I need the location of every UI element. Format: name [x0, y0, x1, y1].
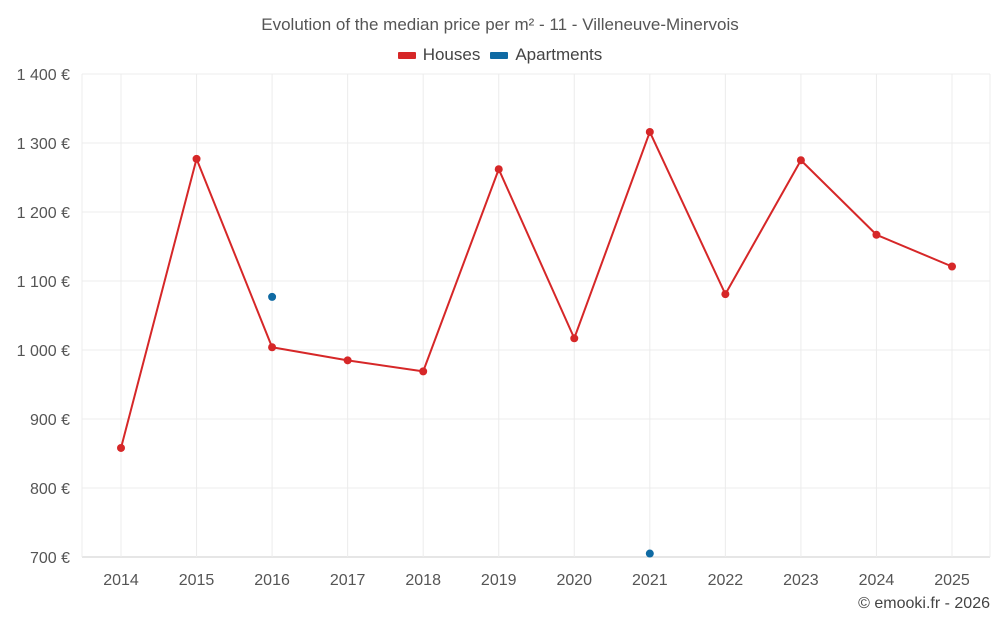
y-tick-label: 1 200 € — [17, 205, 70, 222]
y-tick-label: 700 € — [30, 550, 70, 567]
x-tick-label: 2016 — [254, 572, 290, 589]
houses-series-line — [120, 130, 953, 449]
houses-point — [343, 356, 352, 365]
x-tick-label: 2025 — [934, 572, 970, 589]
x-tick-label: 2017 — [330, 572, 366, 589]
apartments-swatch — [490, 51, 509, 59]
houses-point — [192, 154, 201, 163]
x-tick-label: 2020 — [556, 572, 592, 589]
x-tick-label: 2014 — [103, 572, 139, 589]
x-tick-label: 2024 — [859, 572, 895, 589]
x-tick-label: 2021 — [632, 572, 668, 589]
y-tick-label: 1 300 € — [17, 136, 70, 153]
legend: Houses Apartments — [0, 45, 1000, 65]
x-tick-label: 2023 — [783, 572, 819, 589]
legend-item-apartments[interactable]: Apartments — [490, 45, 602, 65]
legend-houses-label: Houses — [422, 45, 481, 64]
y-tick-label: 1 000 € — [17, 343, 70, 360]
x-tick-label: 2018 — [405, 572, 441, 589]
apartments-point — [645, 549, 654, 558]
houses-point — [570, 334, 579, 343]
y-tick-label: 800 € — [30, 481, 70, 498]
credit-text: © emooki.fr - 2026 — [858, 595, 990, 612]
x-tick-label: 2015 — [179, 572, 215, 589]
houses-point — [419, 367, 428, 376]
y-tick-label: 1 400 € — [17, 67, 70, 84]
houses-point — [796, 156, 805, 165]
houses-swatch — [397, 51, 416, 59]
x-tick-label: 2022 — [708, 572, 744, 589]
houses-point — [117, 443, 125, 452]
chart-title: Evolution of the median price per m² - 1… — [261, 15, 739, 34]
apartments-point — [268, 292, 277, 301]
x-tick-label: 2019 — [481, 572, 517, 589]
houses-point — [268, 343, 277, 352]
legend-apartments-label: Apartments — [515, 45, 603, 64]
y-tick-label: 1 100 € — [17, 274, 70, 291]
houses-point — [948, 262, 956, 271]
houses-point — [872, 230, 881, 239]
legend-item-houses[interactable]: Houses — [397, 45, 481, 65]
houses-point — [494, 165, 503, 174]
houses-point — [721, 290, 730, 299]
houses-point — [645, 127, 654, 136]
y-tick-label: 900 € — [30, 412, 70, 429]
